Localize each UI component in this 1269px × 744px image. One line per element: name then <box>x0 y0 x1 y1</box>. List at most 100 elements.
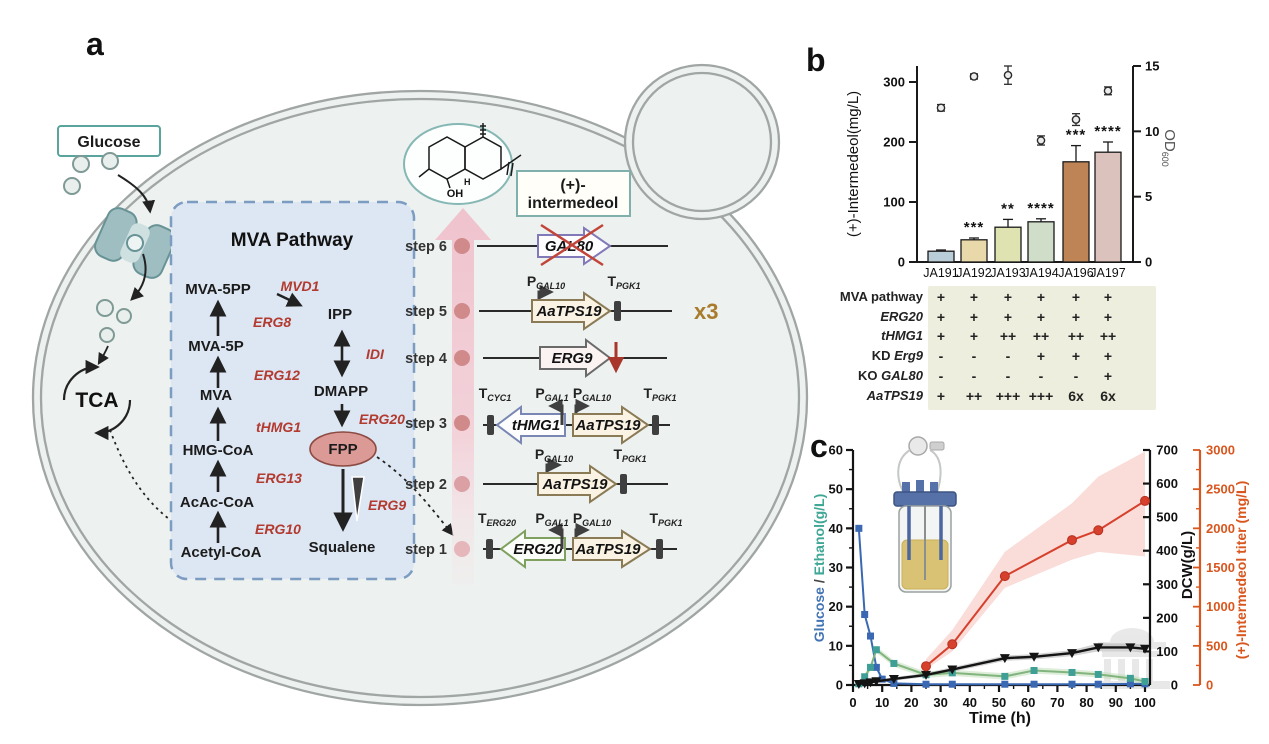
marker-DCW <box>888 674 899 684</box>
marker-Ethanol <box>1001 672 1009 680</box>
marker-(+)-Intermedeol titer <box>947 639 958 650</box>
tca-cycle: TCA <box>62 359 132 441</box>
marker-Glucose <box>1068 680 1076 688</box>
series-line-(+)-Intermedeol titer <box>925 500 1146 667</box>
category-label: JA194 <box>1023 266 1058 280</box>
genotype-cell: + <box>969 328 979 345</box>
dcw-tick-label: 600 <box>1156 476 1178 491</box>
metabolite-dmapp: DMAPP <box>314 383 368 400</box>
enzyme-erg13: ERG13 <box>256 470 302 486</box>
metabolite-acetylcoa: Acetyl-CoA <box>181 544 262 561</box>
promoter-gal10-label: PGAL10 <box>535 446 573 464</box>
genotype-table: MVA pathway + + + + + + ERG20 + + + + + + tHMG1 + + ++ ++ +… <box>828 286 1260 410</box>
step-4-label: step 4 <box>405 351 447 367</box>
left-tick-label: 200 <box>883 135 905 150</box>
panel-c-label: c <box>810 428 828 464</box>
significance-stars: *** <box>1066 127 1087 144</box>
genotype-cell: 6x <box>1100 387 1116 404</box>
category-label: JA192 <box>956 266 991 280</box>
genotype-cell: - <box>938 367 944 384</box>
genotype-cell: ++ <box>1099 328 1117 345</box>
x-axis-title: Time (h) <box>969 710 1031 727</box>
enzyme-erg8: ERG8 <box>253 314 291 330</box>
genotype-cell: + <box>1003 308 1013 325</box>
pathway-diagram: Glucose TCA MVA Pathway MVA-5PP MVA-5P <box>31 63 809 707</box>
category-label: JA197 <box>1090 266 1125 280</box>
marker-DCW <box>1140 644 1150 654</box>
marker-Glucose <box>922 680 930 688</box>
metabolite-mva: MVA <box>200 387 232 404</box>
marker-Ethanol <box>861 673 869 681</box>
genotype-cell: + <box>936 289 946 305</box>
marker-Ethanol <box>872 646 880 654</box>
yeast-bud-inner <box>631 71 773 213</box>
bar-JA191 <box>927 250 955 263</box>
marker-DCW <box>1125 643 1136 653</box>
marker-(+)-Intermedeol titer <box>999 571 1010 582</box>
step-2-label: step 2 <box>405 477 447 493</box>
marker-Ethanol <box>867 663 875 671</box>
marker-DCW <box>865 678 876 688</box>
marker-Ethanol <box>1030 667 1038 675</box>
membrane-transporter-icon <box>94 207 176 279</box>
marker-Glucose <box>855 524 863 532</box>
series-line-Glucose <box>857 528 1145 686</box>
genotype-row-label: MVA pathway <box>839 289 923 304</box>
left-axis-title: (+)-Intermedeol(mg/L) <box>845 91 862 237</box>
genotype-cell: + <box>936 328 946 345</box>
construct-step4: ERG9 <box>483 338 667 378</box>
genotype-cell: ++ <box>965 387 983 404</box>
terminator-pgk1-label: TPGK1 <box>649 510 682 528</box>
enzyme-erg20: ERG20 <box>359 411 405 427</box>
genotype-row-label: ERG20 <box>880 308 923 324</box>
genotype-row: KD Erg9- - - + + + <box>828 347 1260 367</box>
marker-(+)-Intermedeol titer <box>921 661 931 672</box>
titer-tick-label: 1500 <box>1206 560 1235 575</box>
marker-Glucose <box>878 675 886 683</box>
genotype-cell: +++ <box>995 387 1021 404</box>
genotype-row: tHMG1 + + ++ ++ ++ ++ <box>828 327 1260 347</box>
marker-DCW <box>999 654 1010 664</box>
promoter-gal10-label: PGAL10 <box>527 273 565 291</box>
marker-(+)-Intermedeol titer <box>1093 525 1104 536</box>
marker-Glucose <box>861 611 869 618</box>
dcw-tick-label: 500 <box>1156 510 1178 525</box>
right-tick-label: 10 <box>1145 124 1159 139</box>
construct-step3: tHMG1 TCYC1 PGAL1 PGAL10 AaTPS19 TPGK1 <box>479 385 677 445</box>
construct-step6: GAL80 <box>477 223 668 267</box>
terminator-pgk1-label: TPGK1 <box>643 385 676 403</box>
significance-stars: *** <box>964 219 985 236</box>
left-tick-label: 30 <box>829 560 843 575</box>
genotype-cell: - <box>938 348 944 365</box>
bar-JA193 <box>994 226 1022 263</box>
genotype-cell: + <box>1103 348 1113 365</box>
od-marker-JA196 <box>1071 115 1081 124</box>
genotype-cell: ++ <box>1067 328 1085 345</box>
copy-number-x3: x3 <box>694 299 718 324</box>
promoter-gal1-label: PGAL1 <box>535 510 568 528</box>
panel-a-label: a <box>86 26 104 62</box>
mva-pathway-title: MVA Pathway <box>231 230 354 251</box>
gene-erg20: ERG20 <box>513 541 563 558</box>
left-tick-label: 0 <box>836 678 843 693</box>
genotype-cell: +++ <box>1028 387 1054 404</box>
x-tick-label: 100 <box>1134 695 1156 710</box>
titer-tick-label: 2000 <box>1206 521 1235 536</box>
gene-aatps19: AaTPS19 <box>535 303 602 320</box>
marker-Ethanol <box>1068 668 1076 676</box>
titer-tick-label: 3000 <box>1206 443 1235 458</box>
marker-(+)-Intermedeol titer <box>1140 495 1150 506</box>
genotype-cell: ++ <box>1032 328 1050 345</box>
genotype-cell: + <box>1103 289 1113 305</box>
product-name-line2: intermedeol <box>528 195 619 212</box>
od-marker-JA194 <box>1036 136 1046 145</box>
dcw-tick-label: 0 <box>1171 678 1178 693</box>
marker-DCW <box>947 665 958 675</box>
x-tick-label: 0 <box>849 695 856 710</box>
gene-erg9: ERG9 <box>552 350 594 367</box>
enzyme-erg12: ERG12 <box>254 367 300 383</box>
od-marker-JA197 <box>1103 86 1113 96</box>
marker-(+)-Intermedeol titer <box>1067 535 1077 546</box>
marker-DCW <box>859 679 870 689</box>
transport-arrow <box>130 253 147 301</box>
